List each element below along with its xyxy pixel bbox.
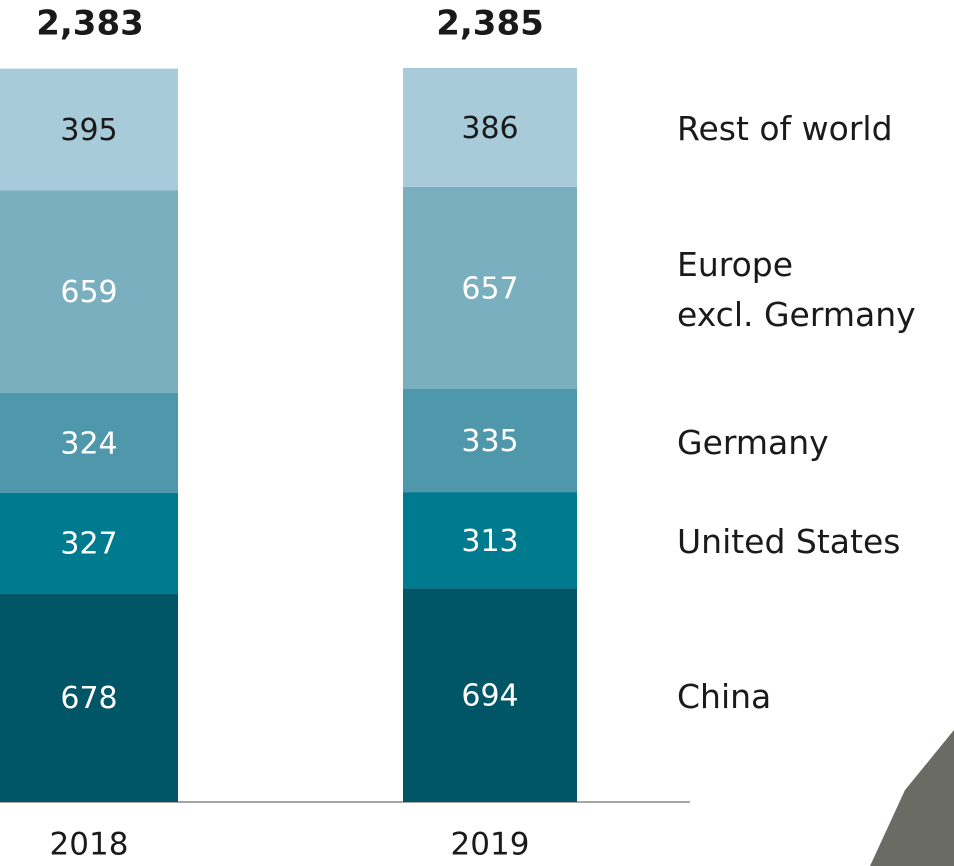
- bar-segment: [0, 492, 178, 594]
- bar-segment: [403, 588, 577, 802]
- data-label: 335: [461, 424, 518, 459]
- x-tick-label: 2018: [50, 827, 129, 863]
- bar-segment: [403, 186, 577, 389]
- x-tick-label: 2019: [451, 827, 530, 863]
- decorative-photo: [870, 730, 954, 866]
- data-label: 678: [60, 681, 117, 716]
- bar-segment: [0, 190, 178, 393]
- legend-entry: Germany: [677, 422, 829, 462]
- bar-segment: [403, 492, 577, 589]
- bar-segment: [403, 388, 577, 493]
- bar-segment: [403, 68, 577, 187]
- data-label: 324: [60, 426, 117, 461]
- total-label: 2,383: [36, 4, 144, 44]
- legend-entry: Europe excl. Germany: [677, 244, 916, 334]
- data-label: 395: [60, 113, 117, 148]
- bar-segment: [0, 392, 178, 493]
- legend-entry: United States: [677, 522, 901, 562]
- legend-entry: China: [677, 677, 772, 717]
- legend-entry: Rest of world: [677, 109, 893, 149]
- data-label: 386: [461, 111, 518, 146]
- total-label: 2,385: [436, 4, 544, 44]
- data-label: 694: [461, 679, 518, 714]
- data-label: 313: [461, 524, 518, 559]
- bar-segment: [0, 68, 178, 191]
- data-label: 659: [60, 275, 117, 310]
- data-label: 327: [60, 527, 117, 562]
- bar-segment: [0, 593, 178, 802]
- data-label: 657: [461, 271, 518, 306]
